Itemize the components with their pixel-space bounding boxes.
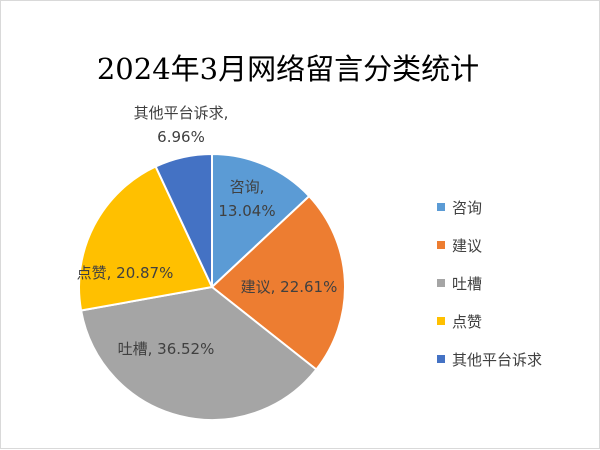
data-label-3: 吐槽, 36.52% (118, 340, 215, 358)
data-label-4: 点赞, 20.87% (77, 264, 174, 282)
pie-slice-3 (79, 285, 318, 421)
chart-title: 2024年3月网络留言分类统计 (97, 52, 479, 86)
legend-swatch-5 (437, 355, 445, 363)
data-labels: 咨询, 13.04% 建议, 22.61% 吐槽, 36.52% 点赞, 20.87% 其… (77, 104, 338, 358)
data-label-5: 其他平台诉求, 6.96% (134, 104, 229, 146)
pie-slice-1 (211, 152, 311, 290)
legend-label-1: 咨询 (452, 199, 482, 217)
data-label-2: 建议, 22.61% (241, 278, 338, 296)
pie-slice-4 (78, 165, 214, 312)
legend-swatch-2 (437, 241, 445, 249)
legend-label-5: 其他平台诉求 (452, 351, 542, 369)
legend-swatch-1 (437, 203, 445, 211)
pie-slice-5 (154, 152, 213, 288)
pie-slice-2 (210, 194, 346, 371)
legend-label-4: 点赞 (452, 313, 482, 331)
legend-label-3: 吐槽 (452, 275, 482, 293)
legend-label-2: 建议 (452, 237, 482, 255)
legend-swatch-4 (437, 317, 445, 325)
data-label-1: 咨询, 13.04% (218, 178, 275, 220)
legend-swatch-3 (437, 279, 445, 287)
pie-slices (78, 152, 346, 421)
